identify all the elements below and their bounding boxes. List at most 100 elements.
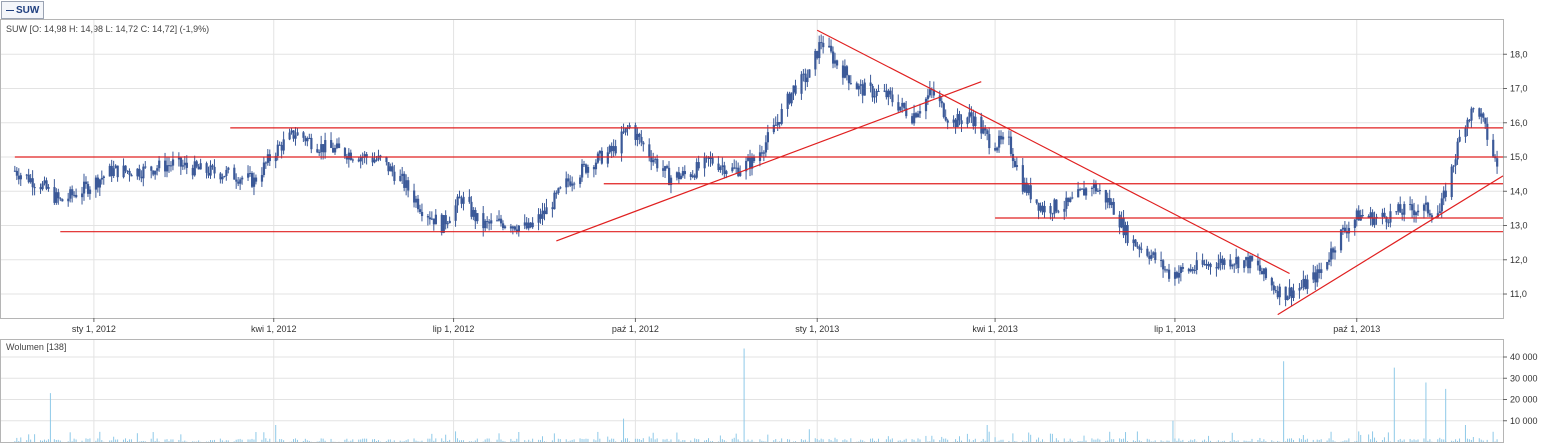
candle-body [1063, 208, 1066, 212]
candle-body [656, 158, 659, 169]
candle-body [1112, 201, 1115, 215]
candle-body [1104, 190, 1107, 203]
candle-body [351, 159, 354, 161]
candle-body [814, 50, 817, 70]
candle-body [363, 154, 366, 157]
candle-body [179, 157, 183, 167]
candle-body [1300, 287, 1303, 289]
candle-body [1272, 285, 1275, 291]
candle-body [69, 189, 72, 199]
x-tick-label: kwi 1, 2013 [972, 324, 1018, 334]
candle-body [377, 155, 380, 160]
candle-body [280, 145, 283, 151]
candle-body [760, 152, 764, 154]
candle-body [608, 145, 611, 153]
candle-body [110, 165, 113, 177]
candle-body [94, 177, 98, 190]
candle-body [1314, 272, 1317, 283]
candle-body [652, 159, 655, 163]
candle-body [1334, 250, 1337, 253]
candle-body [1094, 183, 1098, 192]
candle-body [1422, 204, 1426, 211]
candle-body [41, 183, 44, 190]
candle-body [772, 124, 775, 133]
candle-body [385, 156, 388, 163]
candle-body [333, 147, 337, 153]
candle-body [776, 122, 779, 126]
candle-body [733, 167, 736, 169]
candle-body [1312, 272, 1315, 280]
trend-line [1277, 175, 1504, 316]
candle-body [845, 66, 849, 76]
candle-body [1326, 261, 1329, 270]
candle-body [1217, 262, 1220, 269]
vol-y-tick-label: 20 000 [1510, 395, 1538, 405]
candle-body [247, 173, 250, 178]
candle-body [877, 90, 880, 92]
candle-body [747, 157, 750, 161]
candle-body [721, 165, 724, 168]
candle-body [177, 157, 181, 160]
candle-body [1450, 166, 1453, 198]
x-tick-label: sty 1, 2013 [795, 324, 839, 334]
candle-body [268, 154, 271, 162]
candle-body [156, 168, 159, 171]
candle-body [108, 165, 111, 177]
candle-body [330, 140, 333, 148]
candle-body [1023, 182, 1026, 192]
candle-body [565, 178, 568, 188]
candle-body [1316, 269, 1319, 283]
candle-body [946, 120, 949, 123]
candle-body [539, 214, 542, 219]
candle-body [1292, 290, 1295, 298]
candle-body [1132, 239, 1135, 244]
candle-body [1496, 158, 1499, 167]
candle-body [592, 166, 596, 170]
candle-body [899, 106, 902, 111]
volume-chart-panel[interactable]: Wolumen [138] [0, 339, 1504, 443]
candle-body [883, 90, 886, 92]
candle-body [1177, 272, 1181, 278]
candle-body [292, 130, 295, 139]
candle-body [1276, 291, 1279, 298]
candle-body [1332, 248, 1335, 253]
candle-body [102, 176, 105, 178]
candle-body [620, 131, 623, 154]
candle-body [1330, 248, 1333, 260]
candle-body [996, 147, 999, 151]
candle-body [88, 189, 92, 194]
candle-body [905, 108, 908, 117]
candle-body [444, 215, 447, 225]
candle-body [1055, 199, 1058, 212]
candle-body [199, 163, 202, 170]
x-tick-label: lip 1, 2012 [433, 324, 475, 334]
candle-body [1383, 212, 1386, 217]
candle-body [306, 138, 309, 142]
candle-body [567, 178, 570, 182]
series-tab[interactable]: SUW [1, 1, 45, 19]
candle-body [517, 225, 520, 232]
candle-body [322, 144, 325, 153]
candle-body [1140, 248, 1143, 250]
candle-body [766, 132, 770, 143]
candle-body [308, 137, 311, 139]
candle-body [1120, 218, 1123, 228]
candle-body [681, 171, 685, 176]
candle-body [167, 165, 171, 167]
candle-body [683, 171, 687, 175]
candle-body [27, 174, 30, 183]
candle-body [887, 90, 890, 98]
candle-body [988, 134, 991, 149]
candle-body [71, 189, 74, 196]
candle-body [432, 218, 436, 225]
candle-body [918, 111, 922, 114]
candle-body [800, 74, 803, 94]
candle-body [1260, 271, 1264, 275]
candle-body [581, 163, 584, 178]
candle-body [903, 102, 906, 109]
candle-body [1081, 188, 1084, 190]
candle-body [53, 187, 56, 203]
candle-body [984, 128, 987, 131]
volume-legend: Wolumen [138] [6, 342, 67, 352]
candle-body [490, 220, 493, 224]
